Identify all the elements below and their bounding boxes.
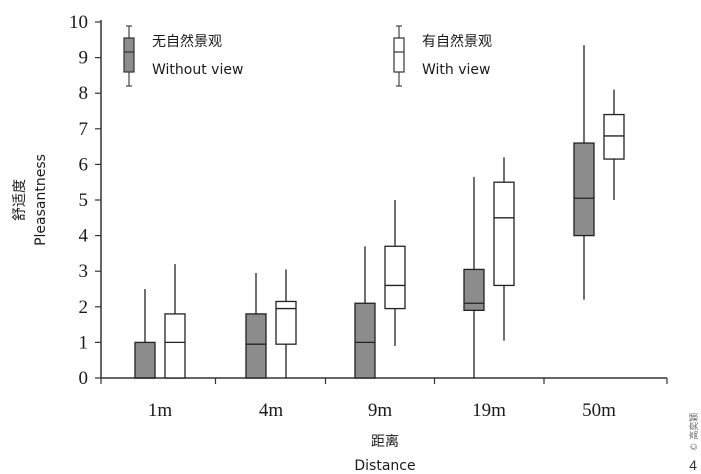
y-tick-label: 9 <box>79 48 89 69</box>
x-tick-label: 1m <box>148 400 173 421</box>
y-tick-label: 4 <box>79 226 89 247</box>
box-with-view-1m <box>164 264 186 379</box>
box-without-view-1m <box>134 289 156 379</box>
box-iqr <box>275 300 297 345</box>
credit-watermark: © 高奕颖 <box>688 413 700 452</box>
y-tick-label: 6 <box>79 154 89 175</box>
y-tick-label: 7 <box>79 119 89 140</box>
legend-item-without-view: 无自然景观 Without view <box>123 25 243 87</box>
legend-label-en: Without view <box>152 62 243 78</box>
y-tick-label: 0 <box>79 368 89 389</box>
axes <box>100 20 667 379</box>
x-axis-label-zh: 距离 <box>371 433 399 450</box>
box-iqr <box>354 302 376 379</box>
y-axis-label-en: Pleasantness <box>33 154 49 246</box>
y-tick-label: 8 <box>79 83 89 104</box>
y-tick-label: 1 <box>79 332 89 353</box>
box-with-view-19m <box>493 157 515 341</box>
box-iqr <box>164 313 186 379</box>
x-tick-label: 50m <box>582 400 616 421</box>
box-iqr <box>384 245 406 310</box>
legend-label-zh: 无自然景观 <box>152 33 222 50</box>
y-tick-label: 5 <box>79 190 89 211</box>
box-with-view-4m <box>275 269 297 378</box>
page-number: 4 <box>689 457 697 473</box>
y-axis-ticks: 0 1 2 3 4 5 6 7 8 9 10 <box>69 12 101 389</box>
box-without-view-9m <box>354 246 376 379</box>
legend-swatch <box>393 37 405 73</box>
legend: 无自然景观 Without view 有自然景观 With view <box>123 25 492 87</box>
legend-swatch <box>123 37 135 73</box>
legend-label-zh: 有自然景观 <box>422 33 492 50</box>
y-tick-label: 3 <box>79 261 89 282</box>
box-without-view-19m <box>463 176 485 378</box>
y-axis-label-zh: 舒适度 <box>12 179 28 221</box>
box-series <box>134 45 625 379</box>
box-without-view-50m <box>573 45 595 300</box>
legend-item-with-view: 有自然景观 With view <box>393 25 492 87</box>
x-tick-label: 19m <box>472 400 506 421</box>
box-iqr <box>134 341 156 379</box>
x-axis-ticks: 1m 4m 9m 19m 50m <box>100 378 668 421</box>
box-iqr <box>573 142 595 237</box>
x-axis-label-en: Distance <box>354 458 415 474</box>
y-tick-label: 10 <box>69 12 88 33</box>
box-iqr <box>493 181 515 287</box>
y-tick-label: 2 <box>79 297 89 318</box>
x-tick-label: 4m <box>259 400 284 421</box>
box-without-view-4m <box>245 272 267 379</box>
box-iqr <box>463 268 485 312</box>
legend-label-en: With view <box>422 62 490 78</box>
box-iqr <box>603 113 625 160</box>
box-with-view-9m <box>384 200 406 346</box>
box-iqr <box>245 313 267 379</box>
x-tick-label: 9m <box>368 400 393 421</box>
box-with-view-50m <box>603 89 625 200</box>
